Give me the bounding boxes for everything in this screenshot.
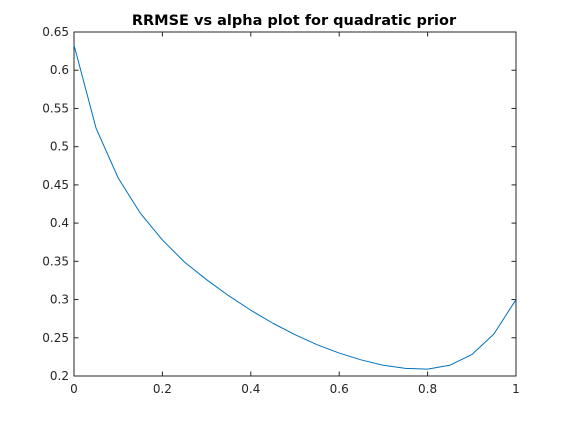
- x-tick-label: 0.2: [153, 382, 172, 396]
- series-layer: [73, 44, 517, 370]
- x-tick-label: 0.4: [241, 382, 260, 396]
- y-axis-ticks: 0.2 0.25 0.3 0.35 0.4 0.45 0.5 0.55 0.6 0.65: [42, 25, 516, 383]
- x-tick-label: 0: [70, 382, 78, 396]
- chart-title: RRMSE vs alpha plot for quadratic prior: [132, 13, 457, 29]
- y-tick-label: 0.35: [42, 254, 69, 268]
- y-tick-label: 0.5: [50, 140, 69, 154]
- y-tick-label: 0.6: [50, 63, 69, 77]
- y-tick-label: 0.25: [42, 331, 69, 345]
- plot-area: [73, 31, 517, 377]
- y-tick-label: 0.45: [42, 178, 69, 192]
- y-tick-label: 0.4: [50, 216, 69, 230]
- x-tick-label: 0.6: [330, 382, 349, 396]
- x-tick-label: 1: [512, 382, 520, 396]
- y-tick-label: 0.3: [50, 293, 69, 307]
- x-tick-label: 0.8: [418, 382, 437, 396]
- x-axis-ticks: 0 0.2 0.4 0.6 0.8 1: [70, 32, 520, 396]
- series-line: [73, 44, 517, 370]
- y-tick-label: 0.65: [42, 25, 69, 39]
- y-tick-label: 0.55: [42, 101, 69, 115]
- y-tick-label: 0.2: [50, 369, 69, 383]
